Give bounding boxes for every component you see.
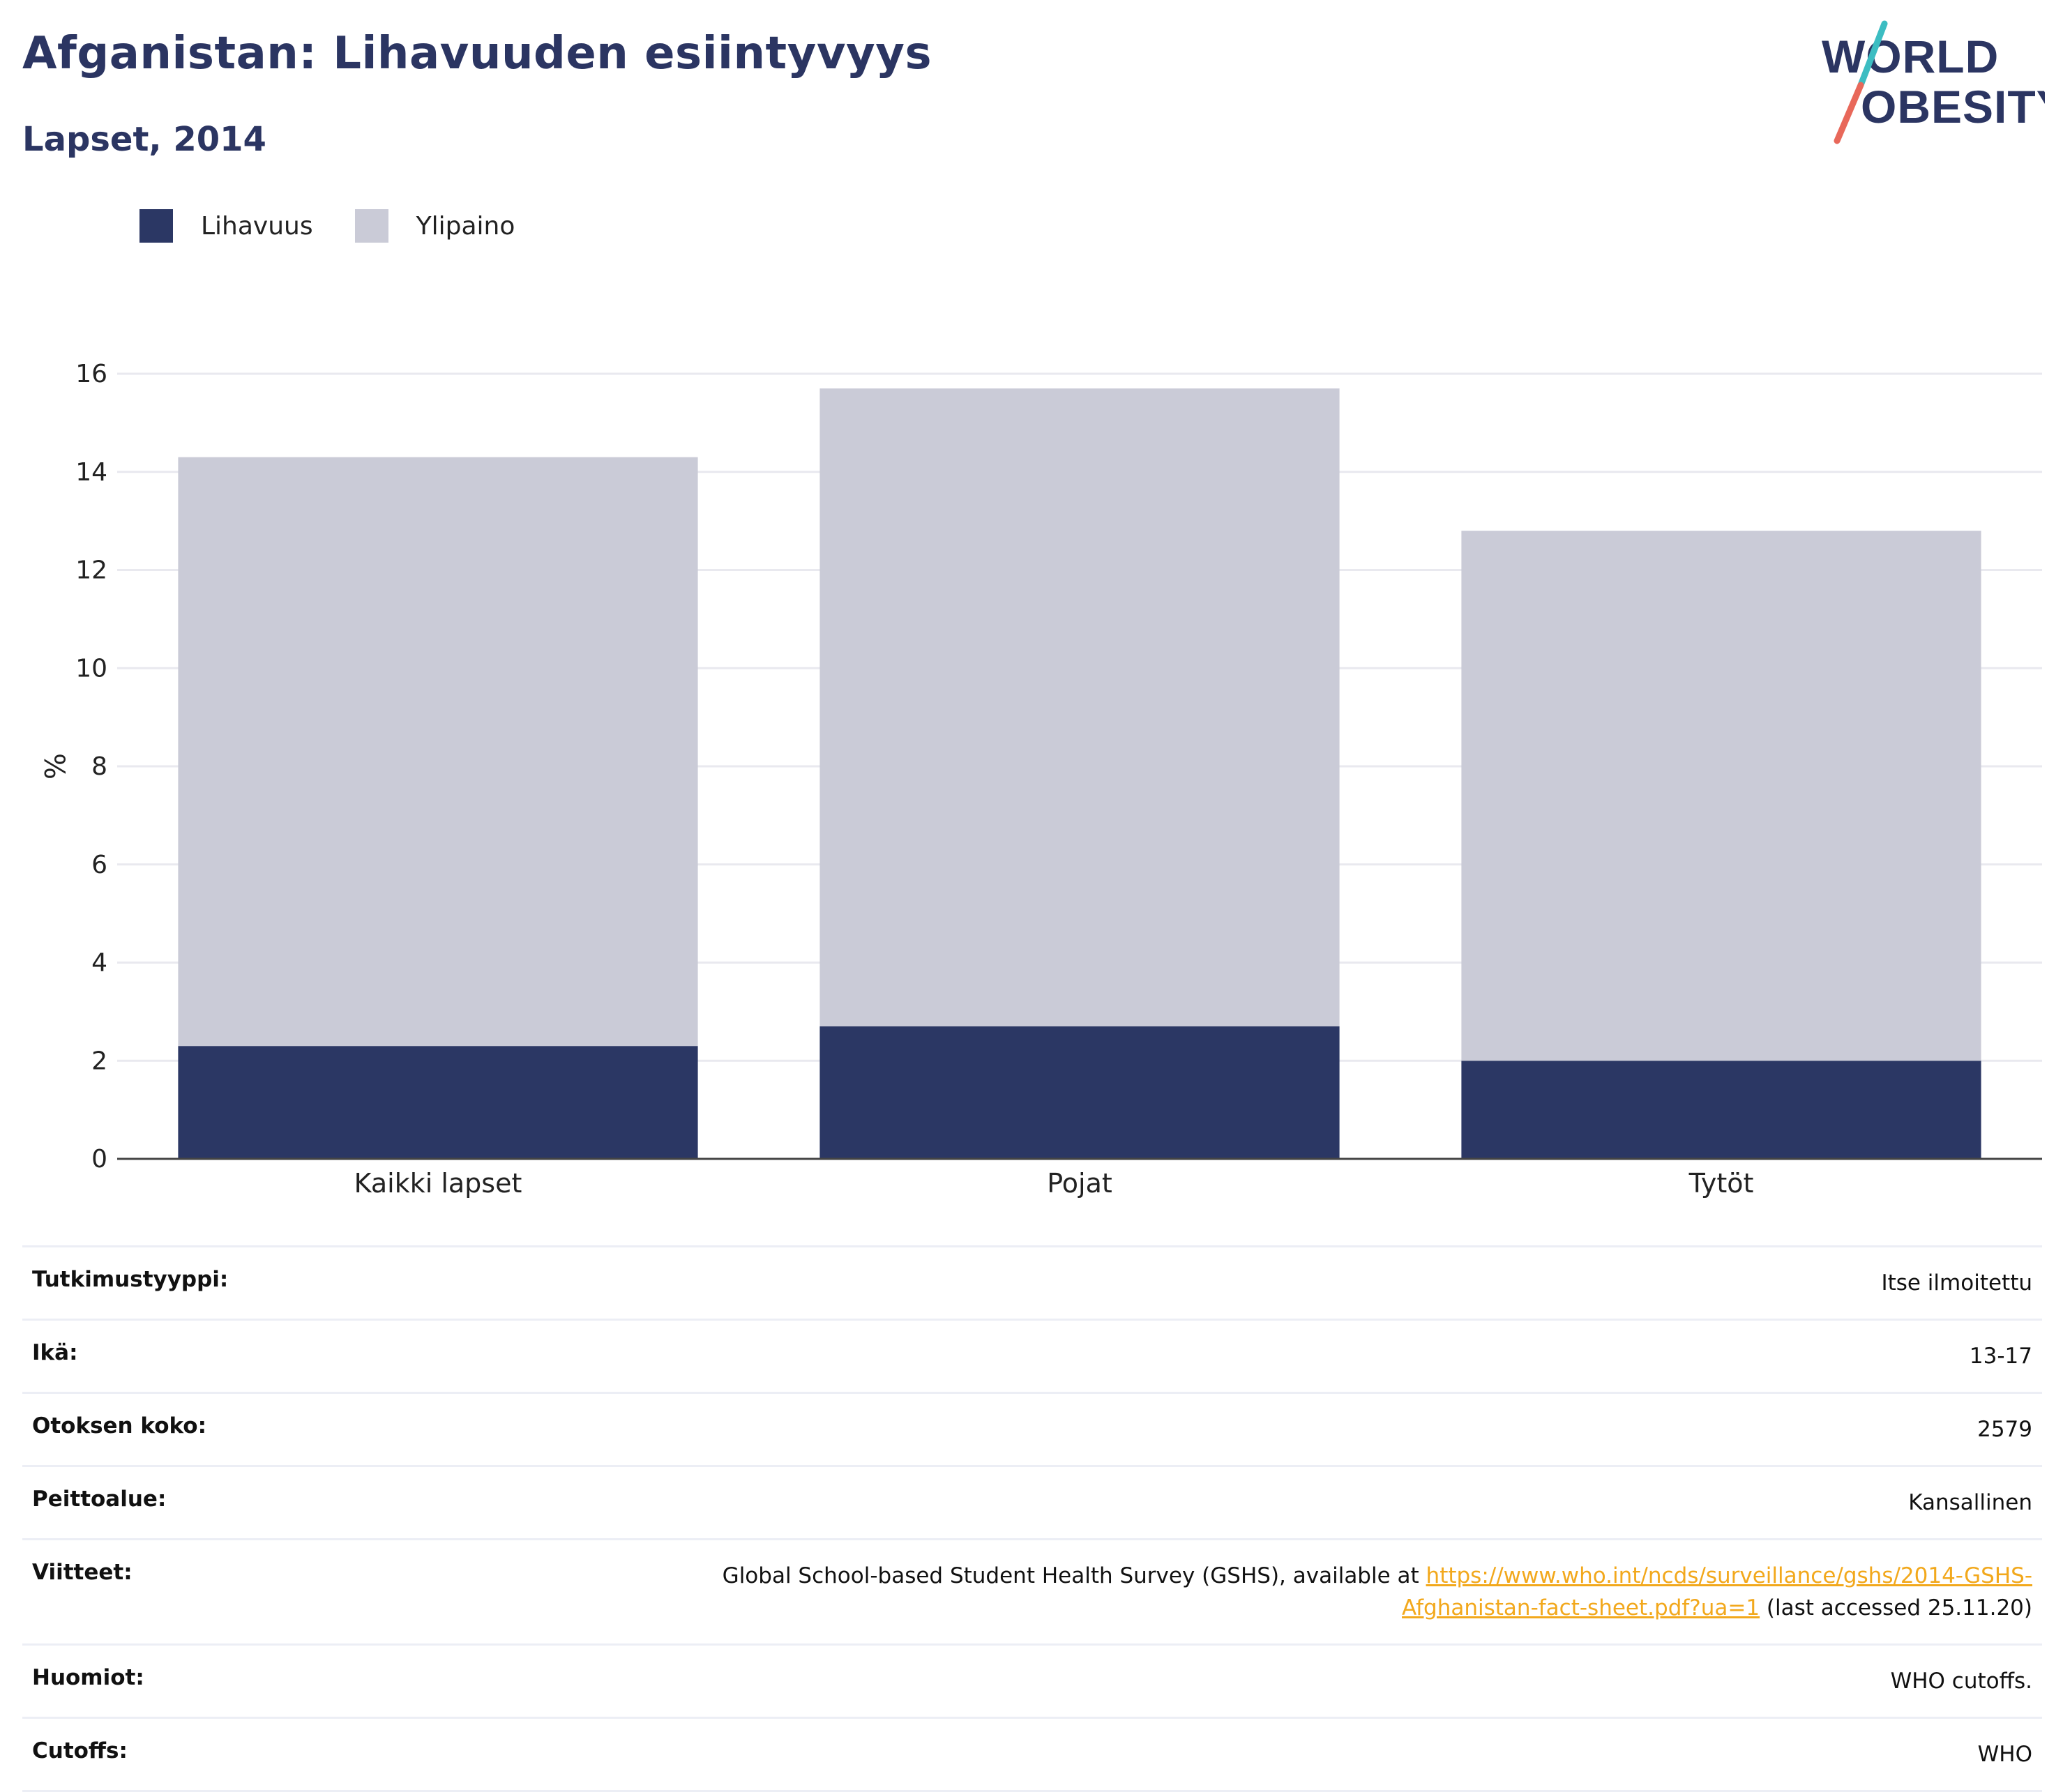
info-value: 2579 — [391, 1392, 2042, 1466]
y-tick-label: 14 — [75, 458, 107, 487]
legend-item-ylipaino[interactable]: Ylipaino — [354, 209, 515, 243]
info-key: Peittoalue: — [22, 1465, 391, 1540]
info-key: Otoksen koko: — [22, 1392, 391, 1466]
stacked-bar-chart: 0 2 4 6 8 10 12 14 16 Kaikki lapset Pojat Tytöt% — [38, 360, 2042, 1199]
y-tick-label: 2 — [91, 1047, 107, 1075]
bar-ylipaino-1[interactable] — [178, 457, 698, 1047]
info-value: Kansallinen — [391, 1465, 2042, 1540]
y-tick-label: 8 — [91, 752, 107, 781]
legend-swatch-lihavuus — [139, 209, 173, 243]
reference-suffix: (last accessed 25.11.20) — [1760, 1595, 2032, 1620]
reference-link-line2: Afghanistan-fact-sheet.pdf?ua=1 — [1402, 1595, 1760, 1620]
info-row-age: Ikä: 13-17 — [22, 1319, 2042, 1393]
reference-text: Global School-based Student Health Surve… — [722, 1563, 1426, 1588]
y-axis-label: % — [38, 753, 70, 780]
reference-link-line1: https://www.who.int/ncds/surveillance/gs… — [1426, 1563, 2032, 1588]
bar-ylipaino-2[interactable] — [819, 388, 1340, 1026]
info-table: Tutkimustyyppi: Itse ilmoitettu Ikä: 13-… — [22, 1245, 2042, 1792]
x-tick-label: Kaikki lapset — [354, 1168, 522, 1199]
svg-text:WORLD: WORLD — [1822, 31, 1999, 82]
info-key: Viitteet: — [22, 1538, 391, 1645]
bar-lihavuus-1[interactable] — [178, 1046, 698, 1159]
y-tick-label: 16 — [75, 360, 107, 388]
info-key: Ikä: — [22, 1319, 391, 1393]
info-row-sample-size: Otoksen koko: 2579 — [22, 1392, 2042, 1466]
info-value: Global School-based Student Health Surve… — [391, 1538, 2042, 1645]
reference-link[interactable]: https://www.who.int/ncds/surveillance/gs… — [1402, 1563, 2032, 1620]
bar-lihavuus-3[interactable] — [1461, 1061, 1981, 1159]
info-value: Itse ilmoitettu — [391, 1245, 2042, 1320]
info-row-notes: Huomiot: WHO cutoffs. — [22, 1643, 2042, 1718]
info-row-cutoffs: Cutoffs: WHO — [22, 1717, 2042, 1792]
y-tick-label: 6 — [91, 851, 107, 879]
y-tick-label: 10 — [75, 654, 107, 683]
legend-label-ylipaino: Ylipaino — [416, 211, 515, 241]
x-tick-label: Tytöt — [1688, 1168, 1754, 1199]
y-tick-label: 0 — [91, 1145, 107, 1174]
info-value: WHO — [391, 1717, 2042, 1792]
info-key: Tutkimustyyppi: — [22, 1245, 391, 1320]
chart-subtitle: Lapset, 2014 — [22, 120, 266, 159]
chart-legend: Lihavuus Ylipaino — [139, 208, 557, 244]
info-value: WHO cutoffs. — [391, 1643, 2042, 1718]
world-obesity-logo: WORLD OBESITY — [1822, 20, 2045, 144]
x-tick-label: Pojat — [1047, 1168, 1112, 1199]
legend-label-lihavuus: Lihavuus — [201, 211, 313, 241]
legend-swatch-ylipaino — [354, 209, 388, 243]
bar-lihavuus-2[interactable] — [819, 1026, 1340, 1159]
info-value: 13-17 — [391, 1319, 2042, 1393]
info-row-study-type: Tutkimustyyppi: Itse ilmoitettu — [22, 1245, 2042, 1320]
info-key: Huomiot: — [22, 1643, 391, 1718]
y-tick-label: 12 — [75, 556, 107, 585]
info-row-coverage: Peittoalue: Kansallinen — [22, 1465, 2042, 1540]
info-row-references: Viitteet: Global School-based Student He… — [22, 1538, 2042, 1645]
y-tick-label: 4 — [91, 949, 107, 978]
svg-text:OBESITY: OBESITY — [1861, 81, 2045, 132]
chart-title: Afganistan: Lihavuuden esiintyvyys — [22, 28, 932, 79]
legend-item-lihavuus[interactable]: Lihavuus — [139, 209, 313, 243]
info-key: Cutoffs: — [22, 1717, 391, 1792]
bar-ylipaino-3[interactable] — [1461, 531, 1981, 1061]
